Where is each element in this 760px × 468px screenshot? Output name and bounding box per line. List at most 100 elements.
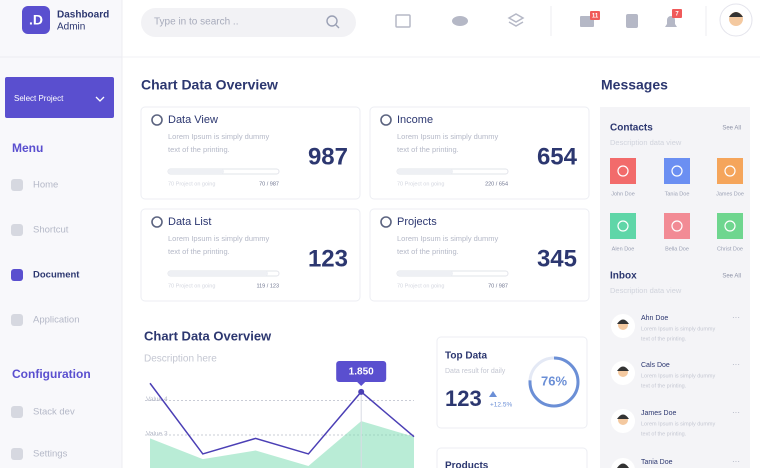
- window-icon[interactable]: [395, 14, 411, 28]
- subsection-title: Inbox: [610, 271, 637, 282]
- section-title: Chart Data Overview: [141, 77, 278, 93]
- chevron: [95, 96, 105, 102]
- menu-item: Stack dev: [33, 407, 75, 418]
- contact-name: James Doe: [716, 191, 744, 197]
- db-icon[interactable]: [452, 16, 468, 26]
- more[interactable]: ···: [732, 313, 740, 322]
- card-icon: [151, 216, 163, 228]
- card-value: 123: [445, 386, 482, 411]
- layers-icon[interactable]: [507, 13, 525, 27]
- menu-icon[interactable]: [11, 269, 23, 281]
- y-tick-label: Value 4: [146, 396, 168, 403]
- chart-subtitle: Description here: [144, 354, 217, 365]
- area: [150, 421, 414, 468]
- see-all: See All: [722, 274, 741, 280]
- contact-name: Bella Doe: [665, 246, 689, 252]
- contact-tile[interactable]: [717, 213, 743, 239]
- card: [140, 106, 361, 200]
- tooltip: [336, 361, 387, 382]
- menu-heading: Menu: [12, 141, 43, 155]
- change: +12.5%: [490, 402, 512, 409]
- card-text: Lorem Ipsum is simply dummy: [168, 234, 270, 243]
- tooltip-text: 1.850: [349, 367, 374, 378]
- inbox-text: Lorem Ipsum is simply dummy: [641, 326, 716, 332]
- select-label: Select Project: [14, 94, 64, 103]
- menu-item: Home: [33, 180, 58, 191]
- search-icon: [335, 24, 340, 29]
- inbox-hair: [617, 319, 629, 324]
- card: [140, 208, 361, 302]
- contact-tile[interactable]: [610, 158, 636, 184]
- contact-face: [724, 165, 736, 177]
- menu-icon[interactable]: [11, 314, 23, 326]
- ring-label: 76%: [541, 373, 567, 388]
- card-title: Top Data: [445, 351, 487, 362]
- card-text: text of the printing.: [397, 145, 459, 154]
- more[interactable]: ···: [732, 360, 740, 369]
- contact-name: John Doe: [611, 191, 635, 197]
- menu-icon[interactable]: [11, 406, 23, 418]
- card-title: Income: [397, 114, 433, 126]
- card-icon: [380, 216, 392, 228]
- search-icon: [326, 15, 338, 27]
- card-text: text of the printing.: [397, 247, 459, 256]
- contact-face: [671, 220, 683, 232]
- progress-fill: [168, 271, 268, 276]
- inbox-avatar: [611, 458, 635, 468]
- progress-count: 70 / 987: [259, 181, 279, 187]
- brand-subtitle: Admin: [57, 22, 85, 33]
- card-icon: [380, 114, 392, 126]
- inbox-hair: [617, 366, 629, 371]
- progress-fill: [397, 271, 453, 276]
- chart-title: Chart Data Overview: [144, 328, 272, 343]
- menu-icon[interactable]: [11, 448, 23, 460]
- card: [369, 106, 590, 200]
- progress-count: 119 / 123: [256, 283, 279, 289]
- contact-face: [617, 165, 629, 177]
- y-tick-label: Value 3: [146, 431, 168, 438]
- card-value: 654: [537, 143, 578, 170]
- card-text: Lorem Ipsum is simply dummy: [168, 132, 270, 141]
- menu-item: Application: [33, 315, 79, 326]
- card-value: 123: [308, 245, 348, 272]
- progress-label: 70 Project on going: [397, 283, 444, 289]
- card-title: Projects: [397, 216, 437, 228]
- contact-face: [617, 220, 629, 232]
- subsection-title: Contacts: [610, 123, 653, 134]
- menu-icon[interactable]: [11, 179, 23, 191]
- description: Description data view: [610, 286, 682, 295]
- ring: [528, 356, 580, 408]
- progress-label: 70 Project on going: [168, 181, 215, 187]
- contact-tile[interactable]: [717, 158, 743, 184]
- inbox-text: text of the printing.: [641, 383, 687, 389]
- contact-tile[interactable]: [610, 213, 636, 239]
- inbox-text: Lorem Ipsum is simply dummy: [641, 421, 716, 427]
- menu-item: Document: [33, 270, 80, 281]
- brand-title: Dashboard: [57, 10, 109, 21]
- badge-count: 11: [592, 14, 599, 20]
- more[interactable]: ···: [732, 408, 740, 417]
- inbox-hair: [617, 463, 629, 468]
- more[interactable]: ···: [732, 457, 740, 466]
- section-title: Messages: [601, 77, 668, 93]
- inbox-hair: [617, 414, 629, 419]
- bell-icon[interactable]: [665, 16, 677, 27]
- contact-icon[interactable]: [626, 14, 638, 28]
- badge: [590, 11, 600, 20]
- contact-name: Christ Doe: [717, 246, 743, 252]
- card-title: Products: [445, 461, 489, 468]
- contact-tile[interactable]: [664, 213, 690, 239]
- menu-icon[interactable]: [11, 224, 23, 236]
- card-subtitle: Data result for daily: [445, 368, 506, 375]
- card-text: Lorem Ipsum is simply dummy: [397, 132, 499, 141]
- contact-tile[interactable]: [664, 158, 690, 184]
- inbox-name: Cals Doe: [641, 362, 670, 369]
- progress-count: 70 / 987: [488, 283, 508, 289]
- line: [149, 382, 415, 455]
- search-box[interactable]: [141, 8, 356, 37]
- contact-name: Alen Doe: [612, 246, 635, 252]
- avatar-hair: [729, 12, 743, 17]
- card-text: Lorem Ipsum is simply dummy: [397, 234, 499, 243]
- select-project[interactable]: [5, 77, 114, 118]
